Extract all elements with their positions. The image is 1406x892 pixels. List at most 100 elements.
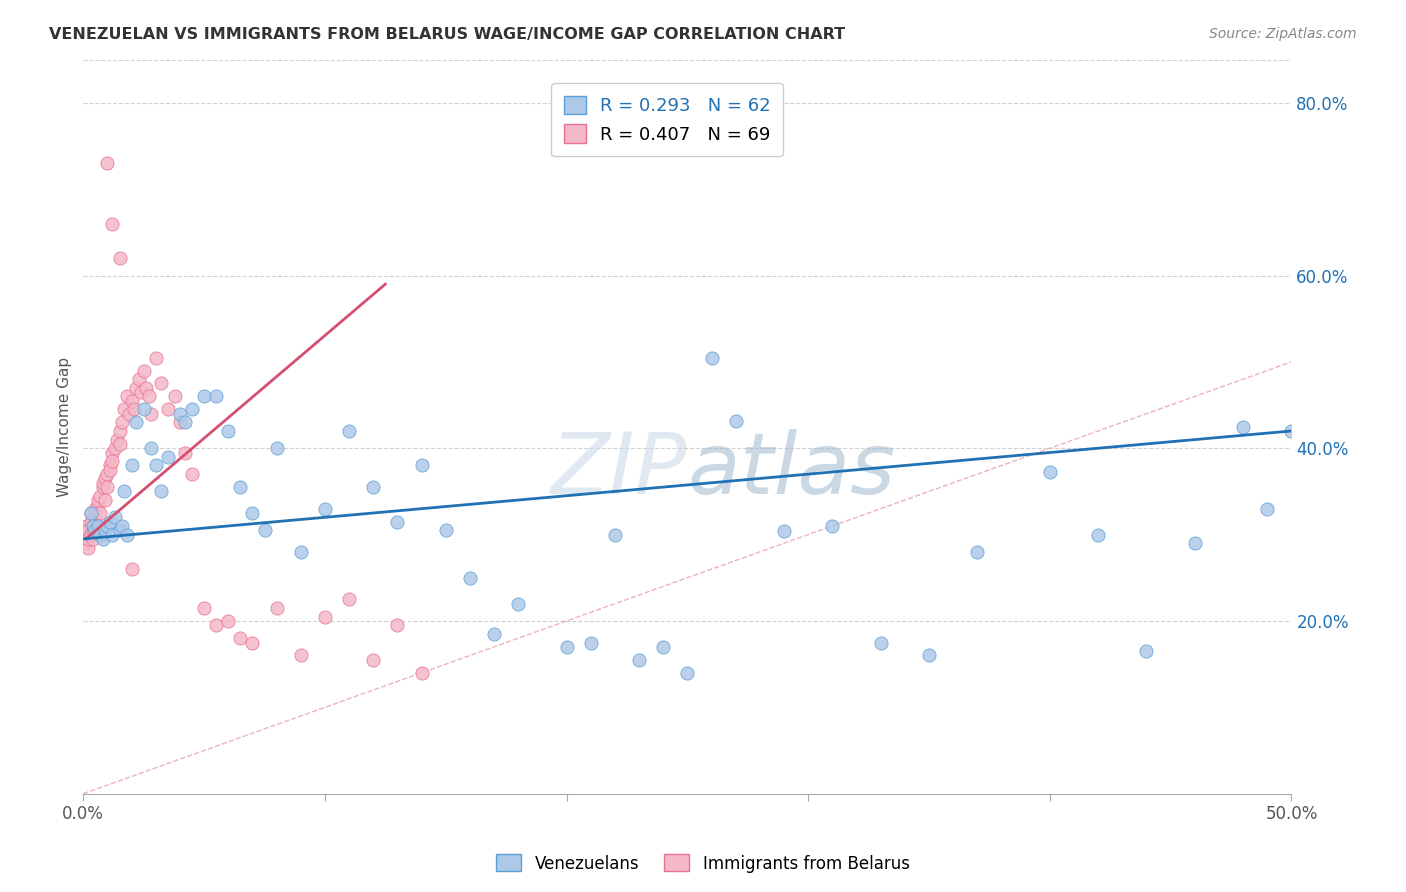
Point bbox=[96, 467, 118, 482]
Point bbox=[1281, 424, 1303, 438]
Text: Source: ZipAtlas.com: Source: ZipAtlas.com bbox=[1209, 27, 1357, 41]
Point bbox=[217, 614, 239, 628]
Point bbox=[96, 519, 118, 533]
Point bbox=[87, 493, 110, 508]
Point bbox=[129, 385, 152, 400]
Point bbox=[205, 618, 228, 632]
Legend: Venezuelans, Immigrants from Belarus: Venezuelans, Immigrants from Belarus bbox=[489, 847, 917, 880]
Point bbox=[111, 415, 134, 429]
Point bbox=[84, 519, 107, 533]
Point bbox=[122, 402, 145, 417]
Point bbox=[135, 381, 157, 395]
Point bbox=[77, 541, 100, 555]
Point bbox=[869, 635, 891, 649]
Point bbox=[105, 433, 128, 447]
Point bbox=[242, 506, 264, 520]
Point bbox=[121, 562, 143, 576]
Point bbox=[115, 389, 138, 403]
Point bbox=[156, 402, 179, 417]
Point bbox=[128, 372, 150, 386]
Point bbox=[145, 458, 167, 473]
Point bbox=[84, 523, 107, 537]
Point bbox=[169, 407, 191, 421]
Point bbox=[337, 424, 360, 438]
Point bbox=[361, 653, 384, 667]
Point bbox=[290, 648, 312, 663]
Point bbox=[139, 441, 162, 455]
Point bbox=[82, 519, 104, 533]
Point bbox=[101, 454, 124, 468]
Point bbox=[145, 351, 167, 365]
Point bbox=[125, 415, 148, 429]
Point bbox=[229, 480, 252, 494]
Point bbox=[821, 519, 844, 533]
Point bbox=[104, 441, 127, 455]
Point bbox=[111, 519, 134, 533]
Point bbox=[118, 407, 141, 421]
Point bbox=[91, 532, 114, 546]
Point bbox=[387, 515, 409, 529]
Point bbox=[149, 484, 172, 499]
Point bbox=[1232, 419, 1254, 434]
Point bbox=[138, 389, 160, 403]
Point bbox=[387, 618, 409, 632]
Point bbox=[229, 631, 252, 645]
Point bbox=[84, 510, 107, 524]
Point bbox=[139, 407, 162, 421]
Point bbox=[75, 519, 97, 533]
Point bbox=[79, 506, 101, 520]
Point bbox=[918, 648, 941, 663]
Point bbox=[193, 389, 215, 403]
Point bbox=[966, 545, 988, 559]
Point bbox=[87, 519, 110, 533]
Point bbox=[1039, 466, 1062, 480]
Point bbox=[181, 467, 204, 482]
Point bbox=[579, 635, 602, 649]
Point bbox=[94, 471, 117, 485]
Point bbox=[89, 489, 111, 503]
Point bbox=[555, 640, 578, 654]
Point bbox=[87, 497, 110, 511]
Point bbox=[411, 458, 433, 473]
Point bbox=[121, 393, 143, 408]
Point bbox=[193, 601, 215, 615]
Point bbox=[104, 510, 127, 524]
Point bbox=[700, 351, 723, 365]
Point bbox=[96, 156, 118, 170]
Legend: R = 0.293   N = 62, R = 0.407   N = 69: R = 0.293 N = 62, R = 0.407 N = 69 bbox=[551, 83, 783, 156]
Point bbox=[314, 609, 336, 624]
Point bbox=[115, 527, 138, 541]
Point bbox=[266, 441, 288, 455]
Point bbox=[82, 519, 104, 533]
Point bbox=[79, 515, 101, 529]
Point bbox=[89, 506, 111, 520]
Point bbox=[165, 389, 187, 403]
Point bbox=[132, 363, 155, 377]
Point bbox=[724, 414, 747, 428]
Point bbox=[98, 463, 121, 477]
Point bbox=[132, 402, 155, 417]
Text: ZIP: ZIP bbox=[551, 429, 688, 512]
Point bbox=[628, 653, 651, 667]
Point bbox=[337, 592, 360, 607]
Point bbox=[290, 545, 312, 559]
Point bbox=[82, 523, 104, 537]
Point bbox=[253, 523, 276, 537]
Point bbox=[112, 484, 135, 499]
Point bbox=[411, 665, 433, 680]
Point bbox=[361, 480, 384, 494]
Point bbox=[84, 501, 107, 516]
Point bbox=[94, 523, 117, 537]
Point bbox=[773, 524, 796, 538]
Point bbox=[82, 532, 104, 546]
Point bbox=[96, 480, 118, 494]
Point bbox=[676, 665, 699, 680]
Point bbox=[314, 501, 336, 516]
Point bbox=[101, 217, 124, 231]
Point bbox=[434, 523, 457, 537]
Y-axis label: Wage/Income Gap: Wage/Income Gap bbox=[58, 357, 72, 497]
Point bbox=[101, 445, 124, 459]
Point bbox=[266, 601, 288, 615]
Text: VENEZUELAN VS IMMIGRANTS FROM BELARUS WAGE/INCOME GAP CORRELATION CHART: VENEZUELAN VS IMMIGRANTS FROM BELARUS WA… bbox=[49, 27, 845, 42]
Point bbox=[91, 480, 114, 494]
